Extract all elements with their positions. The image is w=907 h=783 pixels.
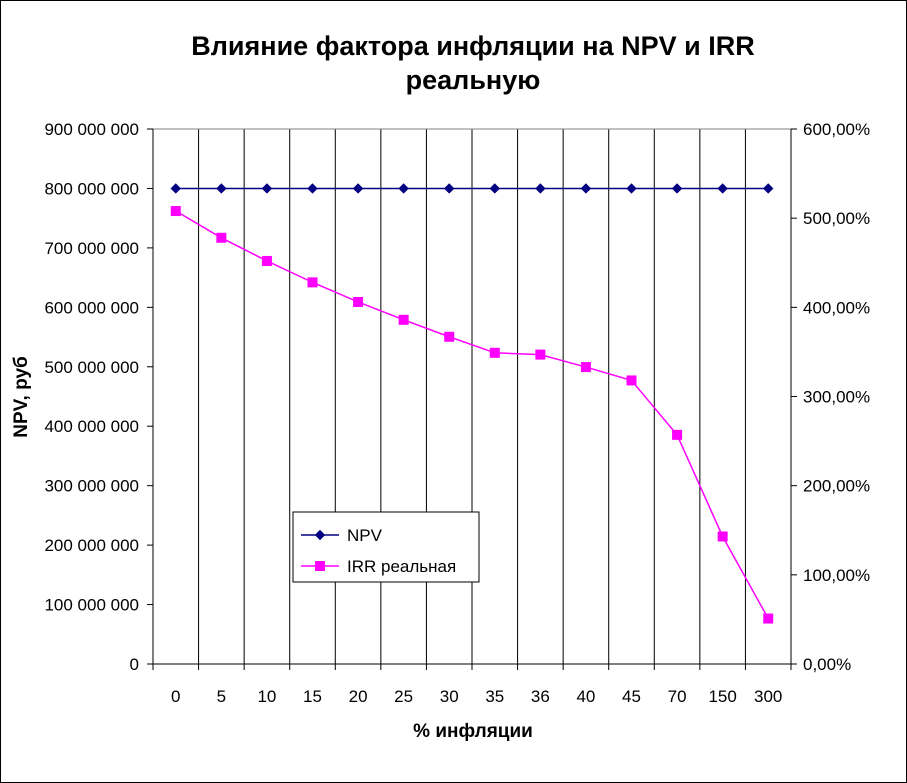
chart-title-line-2: реальную bbox=[406, 65, 541, 95]
data-point bbox=[170, 183, 181, 194]
legend-label: IRR реальная bbox=[347, 557, 456, 576]
data-point bbox=[353, 296, 364, 307]
data-point bbox=[717, 183, 728, 194]
data-point bbox=[580, 183, 592, 194]
data-point bbox=[170, 206, 181, 217]
data-point bbox=[535, 183, 546, 194]
y-left-tick-label: 600 000 000 bbox=[44, 298, 139, 317]
y-left-tick-label: 100 000 000 bbox=[44, 596, 139, 615]
data-point bbox=[717, 531, 728, 542]
data-point bbox=[307, 277, 318, 288]
data-point bbox=[216, 183, 227, 194]
data-point bbox=[261, 183, 273, 194]
y-right-tick-label: 400,00% bbox=[803, 298, 870, 317]
data-point bbox=[535, 349, 546, 360]
y-right-tick-label: 600,00% bbox=[803, 120, 870, 139]
legend-label: NPV bbox=[347, 526, 383, 545]
x-tick-label: 15 bbox=[303, 687, 322, 706]
y-left-tick-label: 200 000 000 bbox=[44, 536, 139, 555]
data-point bbox=[580, 362, 591, 373]
y-left-tick-label: 0 bbox=[130, 655, 139, 674]
data-point bbox=[626, 375, 637, 386]
x-tick-label: 36 bbox=[531, 687, 550, 706]
x-tick-label: 5 bbox=[217, 687, 226, 706]
data-point bbox=[398, 183, 409, 194]
data-point bbox=[444, 183, 455, 194]
data-point bbox=[489, 183, 500, 194]
y-right-tick-label: 500,00% bbox=[803, 209, 870, 228]
x-tick-label: 150 bbox=[708, 687, 736, 706]
data-point bbox=[352, 183, 364, 194]
x-axis-title: % инфляции bbox=[413, 721, 533, 742]
data-point bbox=[216, 232, 227, 243]
x-tick-label: 20 bbox=[349, 687, 368, 706]
series-line bbox=[175, 210, 769, 619]
legend-marker bbox=[315, 561, 325, 571]
data-series bbox=[170, 183, 774, 624]
x-tick-label: 25 bbox=[394, 687, 413, 706]
data-point bbox=[444, 331, 455, 342]
y-axis-title: NPV, руб bbox=[11, 356, 32, 438]
x-tick-label: 300 bbox=[754, 687, 782, 706]
y-right-tick-label: 300,00% bbox=[803, 388, 870, 407]
legend-marker bbox=[314, 529, 326, 541]
data-point bbox=[763, 613, 774, 624]
x-tick-label: 40 bbox=[576, 687, 595, 706]
x-tick-label: 45 bbox=[622, 687, 641, 706]
y-left-tick-label: 400 000 000 bbox=[44, 417, 139, 436]
axes: 0 100 000 000 200 000 000 300 000 000 400 00… bbox=[44, 120, 870, 706]
x-tick-label: 30 bbox=[440, 687, 459, 706]
series-2 bbox=[170, 206, 774, 624]
y-left-tick-label: 900 000 000 bbox=[44, 120, 139, 139]
y-left-tick-label: 800 000 000 bbox=[44, 179, 139, 198]
data-point bbox=[672, 429, 683, 440]
data-point bbox=[489, 347, 500, 358]
x-tick-label: 70 bbox=[668, 687, 687, 706]
data-point bbox=[398, 314, 409, 325]
chart-title-line-1: Влияние фактора инфляции на NPV и IRR bbox=[191, 31, 754, 61]
x-tick-label: 0 bbox=[171, 687, 180, 706]
data-point bbox=[626, 183, 637, 194]
data-point bbox=[671, 183, 683, 194]
x-tick-label: 10 bbox=[257, 687, 276, 706]
legend-items: NPV IRR реальная bbox=[301, 526, 456, 576]
y-left-tick-label: 300 000 000 bbox=[44, 477, 139, 496]
y-right-tick-label: 200,00% bbox=[803, 477, 870, 496]
y-right-tick-label: 100,00% bbox=[803, 566, 870, 585]
x-tick-label: 35 bbox=[485, 687, 504, 706]
data-point bbox=[763, 183, 774, 194]
series-1 bbox=[170, 183, 774, 194]
y-left-tick-label: 700 000 000 bbox=[44, 239, 139, 258]
y-right-tick-label: 0,00% bbox=[803, 655, 851, 674]
legend: NPV IRR реальная bbox=[292, 511, 480, 583]
data-point bbox=[307, 183, 318, 194]
data-point bbox=[261, 255, 272, 266]
y-left-tick-label: 500 000 000 bbox=[44, 358, 139, 377]
